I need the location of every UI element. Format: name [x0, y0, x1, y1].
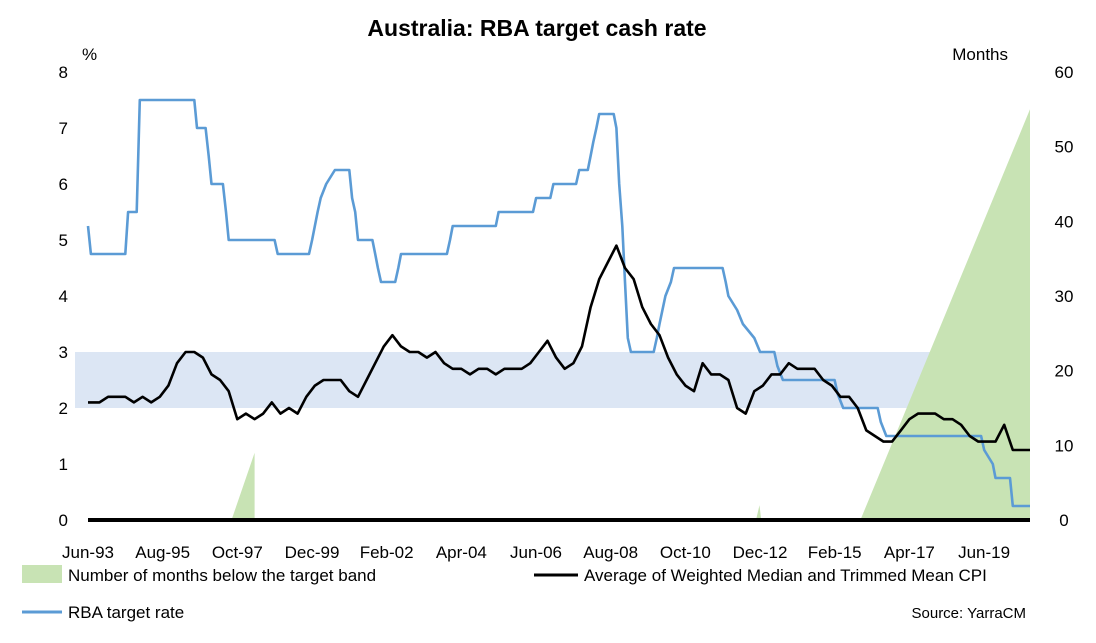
x-tick-label: Apr-17: [884, 543, 935, 562]
left-tick-label: 7: [59, 119, 68, 138]
right-tick-label: 50: [1055, 138, 1074, 157]
left-tick-label: 2: [59, 399, 68, 418]
x-tick-label: Jun-19: [958, 543, 1010, 562]
left-tick-label: 1: [59, 455, 68, 474]
left-axis-ticks: 0 1 2 3 4 5 6 7 8: [59, 63, 68, 530]
x-tick-label: Jun-93: [62, 543, 114, 562]
legend-months-swatch: [22, 565, 62, 583]
months-area-layer: [88, 109, 1030, 521]
x-tick-label: Oct-97: [212, 543, 263, 562]
left-tick-label: 6: [59, 175, 68, 194]
right-tick-label: 20: [1055, 362, 1074, 381]
series-rba-line: [86, 98, 1030, 508]
line-layer: [86, 98, 1030, 508]
legend: Number of months below the target band A…: [22, 565, 987, 622]
right-tick-label: 10: [1055, 436, 1074, 455]
x-tick-label: Jun-06: [510, 543, 562, 562]
x-tick-label: Dec-99: [285, 543, 340, 562]
x-tick-label: Feb-15: [808, 543, 862, 562]
x-tick-label: Feb-02: [360, 543, 414, 562]
x-tick-label: Aug-95: [135, 543, 190, 562]
source-note: Source: YarraCM: [912, 605, 1027, 622]
left-tick-label: 4: [59, 287, 68, 306]
x-tick-label: Dec-12: [733, 543, 788, 562]
left-tick-label: 8: [59, 63, 68, 82]
right-axis-ticks: 0 10 20 30 40 50 60: [1055, 63, 1074, 530]
target-band: [75, 352, 1030, 408]
legend-cpi-label: Average of Weighted Median and Trimmed M…: [584, 566, 987, 585]
right-tick-label: 40: [1055, 212, 1074, 231]
legend-months-label: Number of months below the target band: [68, 566, 376, 585]
x-axis-ticks: Jun-93 Aug-95 Oct-97 Dec-99 Feb-02 Apr-04 Jun-…: [62, 543, 1010, 562]
right-tick-label: 60: [1055, 63, 1074, 82]
left-tick-label: 0: [59, 511, 68, 530]
series-months-area: [88, 109, 1030, 521]
left-tick-label: 3: [59, 343, 68, 362]
x-tick-label: Apr-04: [436, 543, 487, 562]
legend-rba-label: RBA target rate: [68, 603, 184, 622]
right-axis-unit: Months: [952, 45, 1008, 64]
right-tick-label: 0: [1059, 511, 1068, 530]
x-tick-label: Oct-10: [660, 543, 711, 562]
chart-title: Australia: RBA target cash rate: [367, 15, 706, 41]
right-tick-label: 30: [1055, 287, 1074, 306]
x-tick-label: Aug-08: [583, 543, 638, 562]
left-tick-label: 5: [59, 231, 68, 250]
series-cpi-line: [88, 244, 1030, 452]
left-axis-unit: %: [82, 45, 97, 64]
